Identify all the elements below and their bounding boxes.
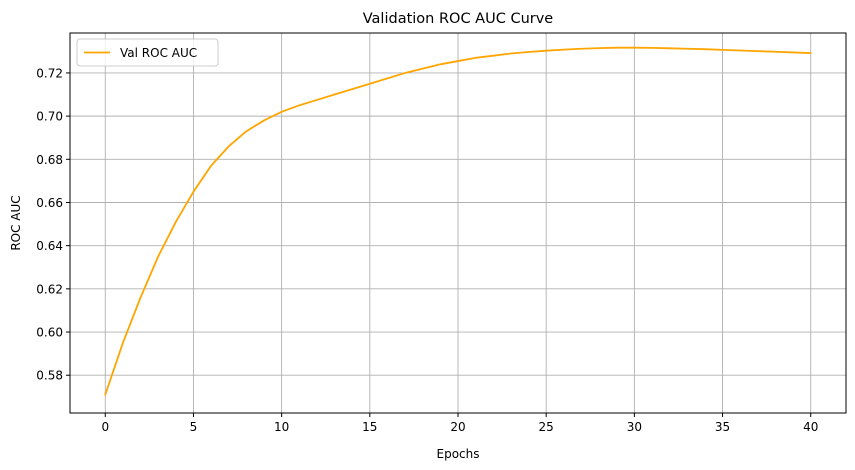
x-tick-label: 40 [803,420,818,434]
legend: Val ROC AUC [76,38,219,67]
y-tick-label: 0.70 [36,110,63,124]
legend-label-val-roc-auc: Val ROC AUC [120,46,197,60]
x-tick-label: 5 [190,420,198,434]
series-line-val-roc-auc [104,46,812,396]
chart-title: Validation ROC AUC Curve [363,11,554,27]
x-tick-label: 10 [274,420,289,434]
x-tick-label: 25 [539,420,554,434]
x-tick-label: 15 [362,420,377,434]
y-tick-label: 0.62 [36,282,63,296]
y-tick-label: 0.64 [36,239,63,253]
x-tick-label: 20 [450,420,465,434]
y-tick-label: 0.68 [36,153,63,167]
y-tick-label: 0.66 [36,196,63,210]
x-tick-label: 0 [101,420,109,434]
x-tick-label: 35 [715,420,730,434]
y-tick-label: 0.72 [36,66,63,80]
x-axis-title: Epochs [437,447,480,461]
series-layer [104,46,812,396]
x-tick-label: 30 [627,420,642,434]
y-tick-label: 0.60 [36,326,63,340]
y-tick-label: 0.58 [36,369,63,383]
ticks: 0 5 10 15 20 25 30 35 40 0.58 0.60 0.62 0.64 0.66 0.68… [36,66,818,434]
legend-box [76,38,219,67]
y-axis-title: ROC AUC [9,195,23,250]
grid [70,33,846,413]
